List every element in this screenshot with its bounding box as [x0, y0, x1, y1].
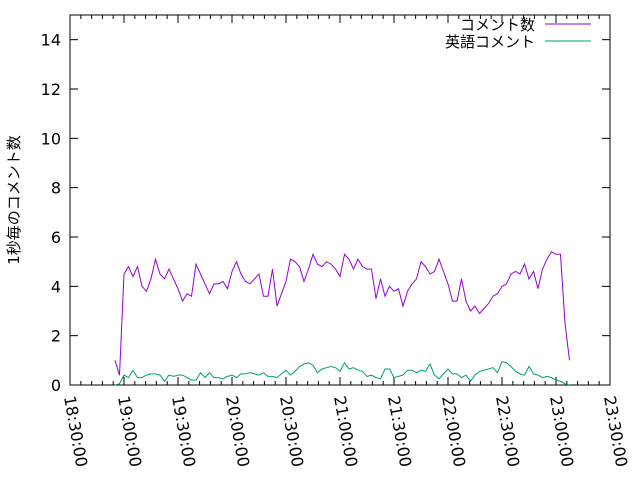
x-tick-label: 20:30:00 [276, 394, 307, 468]
x-tick-label: 19:00:00 [114, 394, 145, 468]
legend-label-english-comments: 英語コメント [445, 33, 535, 51]
x-tick-label: 18:30:00 [60, 394, 91, 468]
y-tick-label: 6 [51, 228, 61, 247]
x-tick-label: 22:30:00 [492, 394, 523, 468]
x-tick-label: 23:00:00 [546, 394, 577, 468]
legend: コメント数 英語コメント [445, 16, 591, 51]
y-tick-label: 8 [51, 179, 61, 198]
x-axis-ticks: 18:30:00 19:00:00 19:30:00 20:00:00 20:30:00… [60, 15, 631, 468]
x-tick-label: 20:00:00 [222, 394, 253, 468]
series-lines [114, 251, 570, 386]
plot-border [69, 14, 611, 386]
y-tick-label: 10 [41, 129, 61, 148]
y-tick-label: 14 [41, 31, 61, 50]
x-tick-label: 22:00:00 [438, 394, 469, 468]
legend-label-comments: コメント数 [460, 16, 535, 34]
x-tick-label: 19:30:00 [168, 394, 199, 468]
axes [69, 14, 611, 386]
y-tick-label: 2 [51, 327, 61, 346]
y-axis-label: 1秒毎のコメント数 [5, 135, 23, 265]
series-line-english-comments [114, 361, 570, 386]
series-line-comments [114, 251, 570, 376]
x-tick-label: 21:00:00 [330, 394, 361, 468]
y-tick-label: 4 [51, 277, 61, 296]
x-tick-label: 21:30:00 [384, 394, 415, 468]
y-axis-ticks: 0 2 4 6 8 10 12 14 [41, 31, 610, 395]
y-tick-label: 12 [41, 80, 61, 99]
x-tick-label: 23:30:00 [600, 394, 631, 468]
y-tick-label: 0 [51, 376, 61, 395]
